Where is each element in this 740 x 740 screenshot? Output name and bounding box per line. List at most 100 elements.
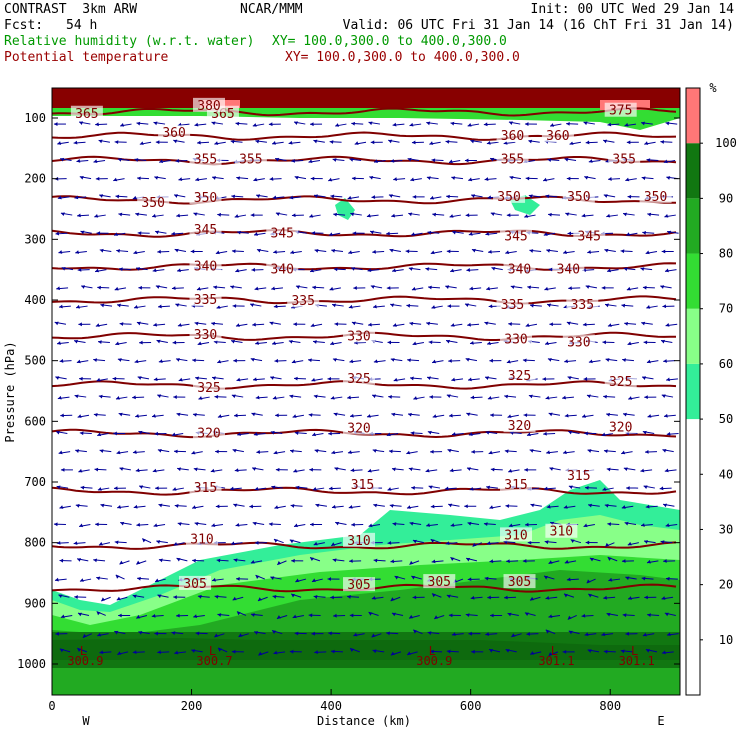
wind-arrow bbox=[135, 468, 148, 473]
wind-arrow-head bbox=[505, 250, 510, 255]
wind-arrow-head bbox=[256, 450, 261, 454]
wind-arrow bbox=[583, 523, 595, 528]
wind-arrow-head bbox=[277, 560, 282, 565]
wind-arrow bbox=[211, 523, 224, 527]
wind-arrow-head bbox=[154, 176, 159, 180]
wind-arrow bbox=[484, 376, 497, 380]
wind-arrow-head bbox=[524, 467, 528, 472]
wind-arrow bbox=[488, 450, 501, 455]
contour-label-bg bbox=[496, 151, 529, 166]
wind-arrow-head bbox=[544, 286, 549, 291]
contour-label: 360 bbox=[541, 128, 574, 144]
wind-arrow-head bbox=[171, 631, 176, 635]
wind-arrow bbox=[427, 430, 440, 435]
wind-arrow bbox=[293, 468, 305, 473]
wind-arrow-head bbox=[603, 649, 608, 654]
wind-arrow-head bbox=[566, 176, 571, 181]
wind-arrow-head bbox=[136, 121, 141, 126]
contour-label: 310 bbox=[545, 523, 578, 540]
contour-label-text: 305 bbox=[183, 577, 206, 592]
wind-arrow bbox=[290, 250, 302, 254]
wind-arrow-head bbox=[489, 358, 493, 363]
wind-arrow-head bbox=[94, 213, 99, 218]
wind-arrow bbox=[142, 538, 152, 544]
wind-arrow-head bbox=[506, 213, 511, 218]
contour-label-bg bbox=[186, 531, 219, 546]
wind-arrow bbox=[253, 177, 265, 182]
wind-arrow-head bbox=[135, 468, 140, 473]
wind-arrow-head bbox=[545, 629, 550, 634]
wind-arrow bbox=[464, 158, 477, 163]
wind-arrow bbox=[211, 321, 224, 326]
wind-arrow-head bbox=[485, 430, 490, 435]
wind-arrow-head bbox=[487, 396, 492, 400]
wind-arrow bbox=[311, 231, 324, 235]
wind-arrow bbox=[368, 322, 380, 327]
wind-arrow bbox=[308, 159, 321, 164]
wind-arrow-head bbox=[96, 611, 101, 616]
wind-arrow bbox=[60, 614, 73, 619]
wind-arrow-head bbox=[232, 449, 237, 453]
wind-arrow bbox=[391, 213, 404, 218]
wind-arrow bbox=[445, 285, 457, 289]
wind-arrow-head bbox=[254, 631, 259, 635]
wind-arrow bbox=[625, 177, 637, 182]
wind-arrow bbox=[217, 647, 228, 653]
wind-arrow bbox=[483, 522, 496, 526]
wind-arrow-head bbox=[117, 157, 122, 162]
wind-arrow bbox=[607, 556, 618, 562]
wind-arrow-head bbox=[213, 340, 218, 345]
wind-arrow bbox=[270, 430, 283, 435]
wind-arrow bbox=[567, 376, 579, 380]
wind-arrow bbox=[235, 268, 247, 273]
wind-arrow-head bbox=[367, 468, 372, 473]
wind-arrow bbox=[79, 176, 92, 180]
wind-arrow-head bbox=[234, 214, 239, 218]
wind-arrow-head bbox=[195, 631, 200, 636]
wind-arrow bbox=[332, 358, 345, 362]
wind-arrow-head bbox=[488, 304, 493, 309]
wind-arrow-head bbox=[135, 212, 140, 217]
wind-arrow-head bbox=[508, 468, 513, 473]
wind-arrow-head bbox=[95, 522, 99, 527]
wind-arrow-head bbox=[393, 177, 397, 181]
wind-arrow bbox=[192, 412, 205, 417]
wind-arrow-head bbox=[468, 177, 473, 182]
wind-arrow-head bbox=[155, 140, 160, 145]
wind-arrow-head bbox=[291, 213, 296, 218]
wind-arrow-head bbox=[328, 486, 333, 491]
contour-label: 320 bbox=[604, 419, 637, 435]
wind-arrow-head bbox=[250, 559, 255, 564]
wind-arrow bbox=[642, 632, 655, 637]
wind-arrow-head bbox=[330, 194, 335, 199]
contour-label-bg bbox=[266, 225, 299, 240]
wind-arrow bbox=[373, 304, 385, 309]
wind-arrow bbox=[606, 213, 618, 218]
wind-arrow-head bbox=[274, 358, 279, 363]
wind-arrow bbox=[467, 521, 480, 526]
wind-arrow bbox=[237, 230, 249, 235]
wind-arrow bbox=[621, 450, 633, 455]
wind-arrow bbox=[508, 523, 521, 528]
wind-arrow-head bbox=[466, 558, 471, 562]
wind-arrow-head bbox=[602, 487, 607, 491]
wind-arrow bbox=[231, 394, 244, 399]
wind-arrow-head bbox=[118, 212, 123, 217]
wind-arrow bbox=[295, 578, 307, 583]
wind-arrow bbox=[252, 467, 264, 471]
wind-arrow-head bbox=[314, 449, 319, 453]
wind-arrow bbox=[61, 267, 74, 271]
wind-arrow bbox=[530, 651, 542, 655]
wind-arrow bbox=[94, 467, 107, 472]
contour-label: 330 bbox=[562, 334, 595, 350]
wind-arrow-head bbox=[606, 467, 611, 472]
wind-arrow bbox=[487, 396, 500, 400]
wind-arrow bbox=[60, 413, 73, 418]
wind-arrow bbox=[271, 286, 284, 291]
wind-arrow bbox=[568, 286, 581, 291]
wind-arrow bbox=[156, 540, 168, 544]
wind-arrow-head bbox=[487, 195, 492, 200]
wind-arrow-head bbox=[469, 486, 474, 491]
wind-arrow-head bbox=[268, 522, 273, 527]
wind-arrow bbox=[309, 557, 321, 562]
